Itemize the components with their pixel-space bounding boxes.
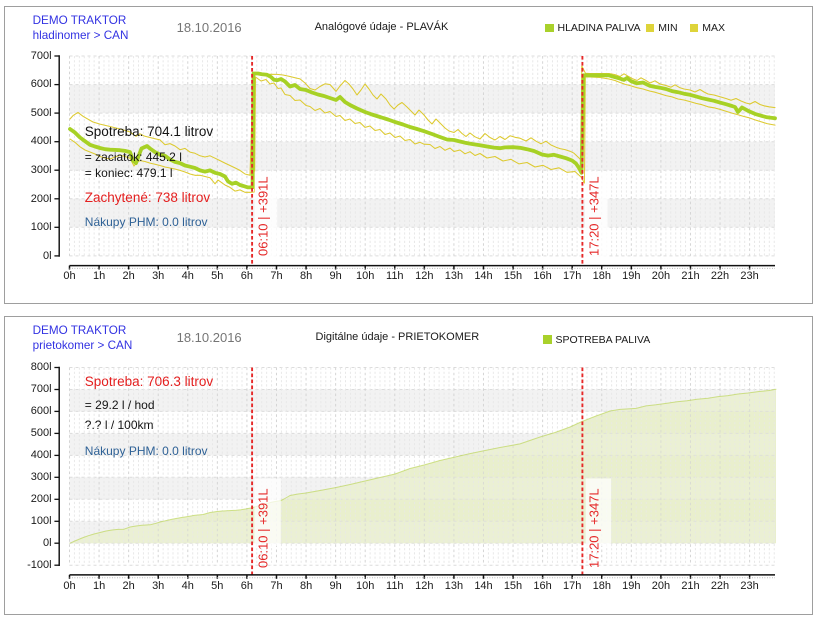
svg-text:06:10 | +391L: 06:10 | +391L [256,488,271,568]
svg-text:17:20 | +347L: 17:20 | +347L [586,176,601,256]
svg-text:06:10 | +391L: 06:10 | +391L [256,176,271,256]
svg-text:17:20 | +347L: 17:20 | +347L [586,488,601,568]
